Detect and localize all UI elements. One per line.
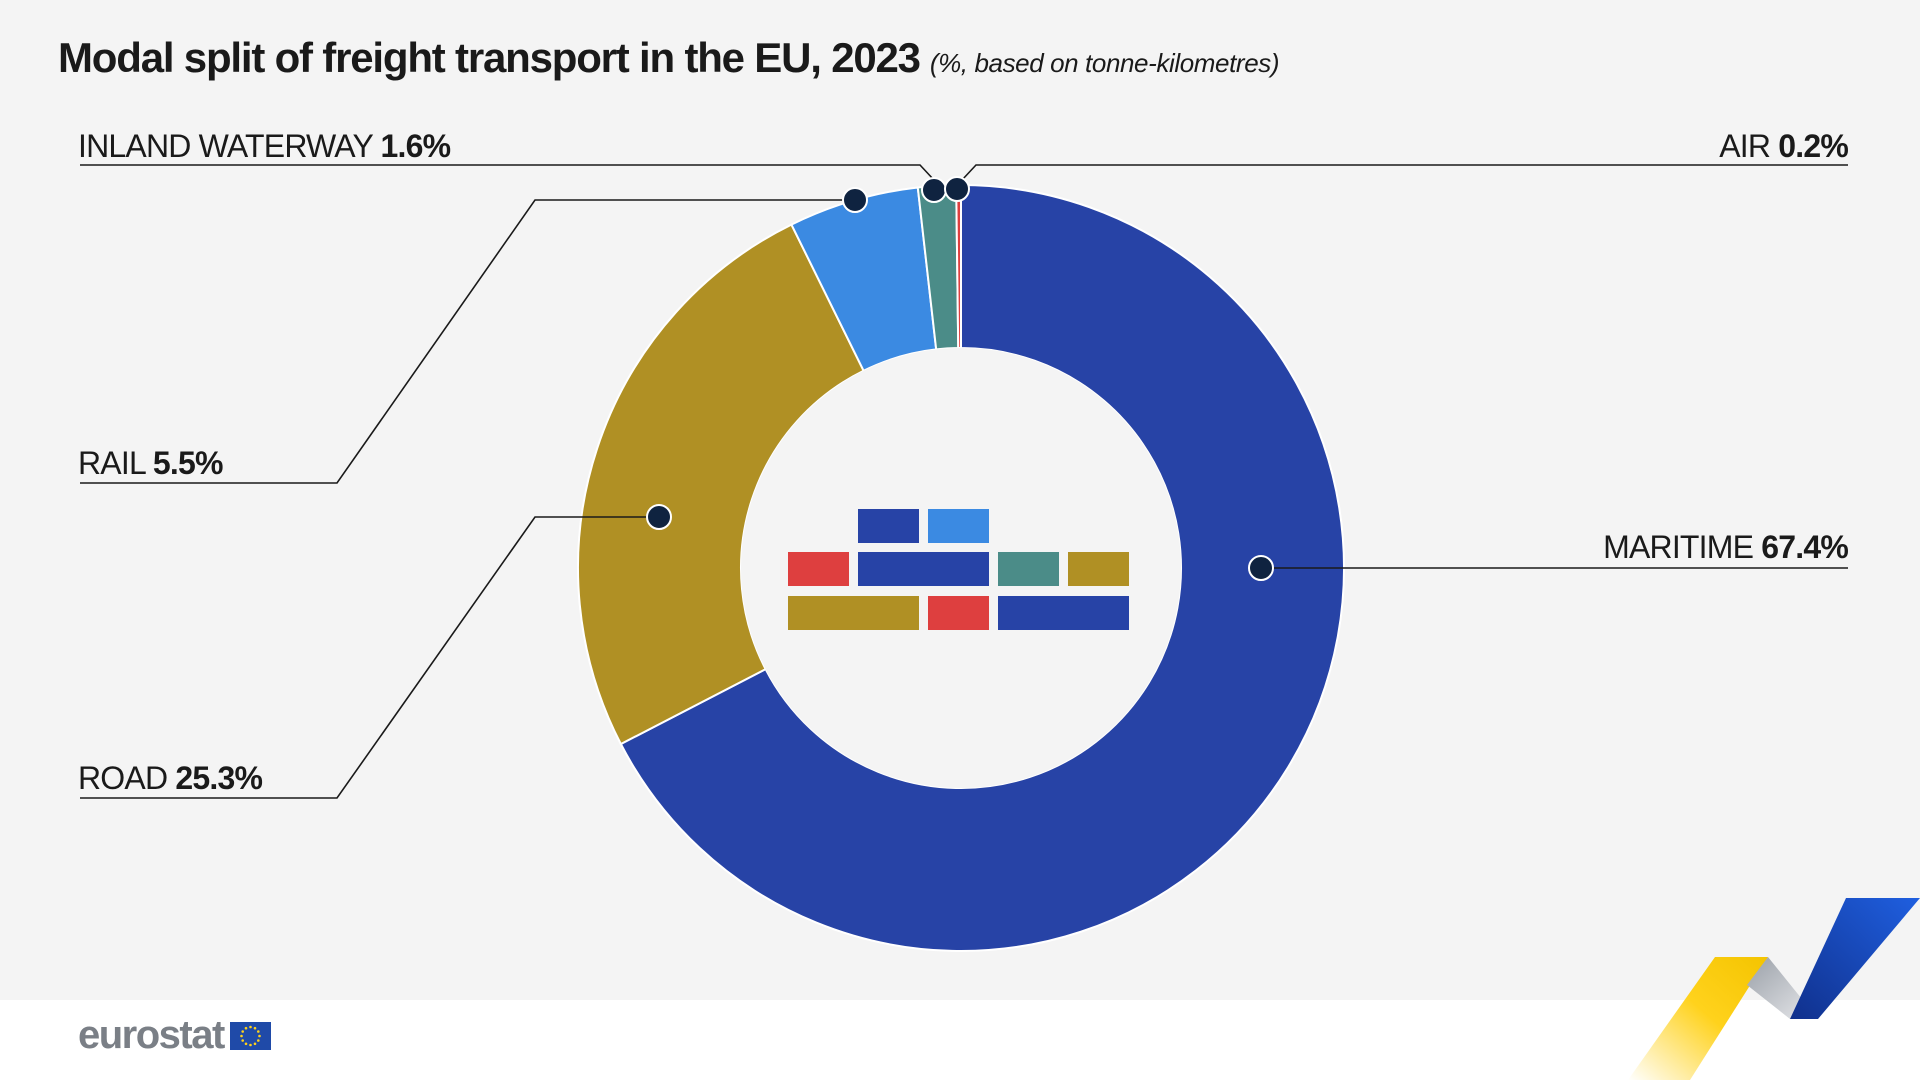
donut-chart: INLAND WATERWAY 1.6% AIR 0.2% RAIL 5.5% … xyxy=(78,128,1849,952)
eurostat-logo-text: eurostat xyxy=(78,1013,225,1057)
leader-line-rail xyxy=(80,199,855,484)
leader-line-inland-waterway xyxy=(80,164,935,181)
leader-lines xyxy=(80,164,1848,799)
page-title: Modal split of freight transport in the … xyxy=(58,34,1280,82)
eu-flag-icon xyxy=(229,1021,271,1050)
marker-inland-waterway xyxy=(921,177,947,203)
leader-line-road xyxy=(80,516,659,799)
marker-rail xyxy=(842,187,868,213)
footer xyxy=(0,1000,1920,1080)
marker-road xyxy=(646,504,672,530)
label-air: AIR 0.2% xyxy=(1719,128,1848,164)
slice-labels: INLAND WATERWAY 1.6% AIR 0.2% RAIL 5.5% … xyxy=(78,128,1849,796)
eurostat-logo: eurostat xyxy=(78,1013,271,1058)
label-road: ROAD 25.3% xyxy=(78,760,262,796)
marker-maritime xyxy=(1248,555,1274,581)
marker-air xyxy=(944,176,970,202)
label-rail: RAIL 5.5% xyxy=(78,445,223,481)
freight-containers-icon xyxy=(788,509,1129,630)
chart-subtitle: (%, based on tonne-kilometres) xyxy=(929,48,1280,78)
leader-line-air xyxy=(961,164,1848,181)
label-inland-waterway: INLAND WATERWAY 1.6% xyxy=(78,128,451,164)
label-maritime: MARITIME 67.4% xyxy=(1603,529,1848,565)
chart-title: Modal split of freight transport in the … xyxy=(58,34,921,81)
slice-markers xyxy=(646,176,1274,581)
donut-slices xyxy=(577,183,1345,952)
